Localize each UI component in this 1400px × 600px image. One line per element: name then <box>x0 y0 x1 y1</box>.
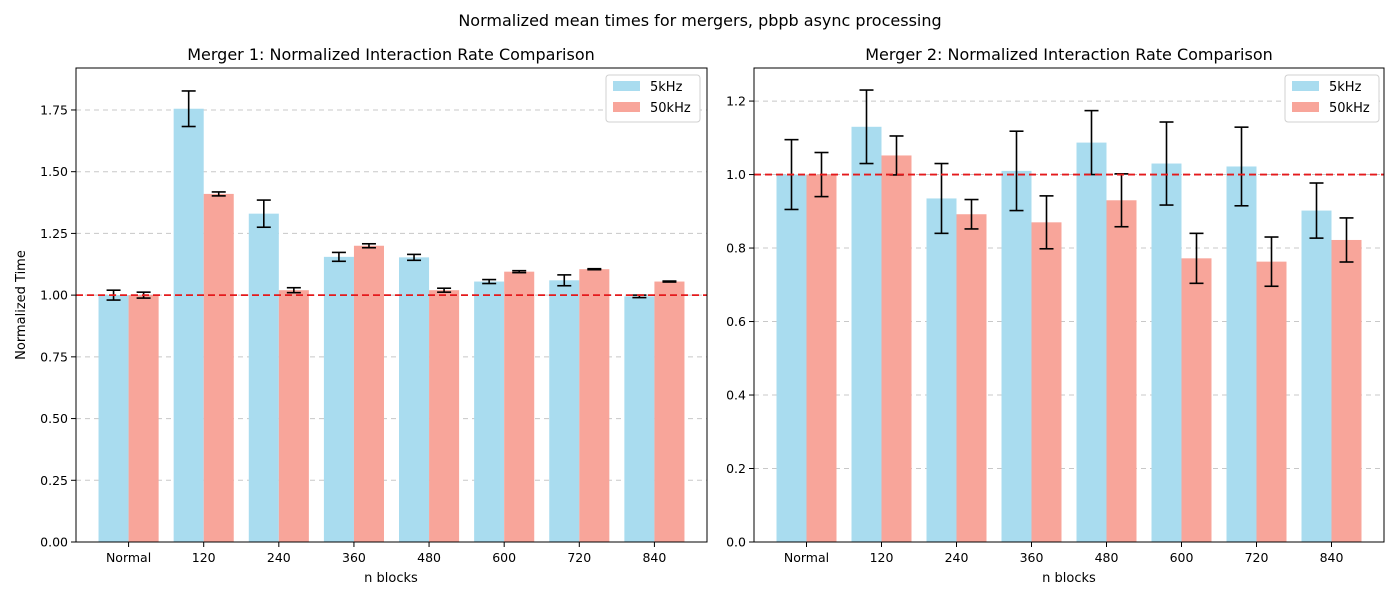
y-tick-label: 0.2 <box>726 461 746 476</box>
bar-5khz <box>1226 166 1257 542</box>
bar-50khz <box>1106 200 1137 543</box>
x-tick-label: 600 <box>492 550 516 565</box>
bar-50khz <box>1031 222 1062 543</box>
legend-label-50khz: 50kHz <box>650 101 691 116</box>
bar-50khz <box>1181 258 1212 542</box>
y-tick-label: 0.75 <box>40 349 68 364</box>
y-tick-label: 0.00 <box>40 535 68 550</box>
bar-5khz <box>1301 210 1332 542</box>
y-tick-label: 0.6 <box>726 314 746 329</box>
legend-label-5khz: 5kHz <box>650 80 683 95</box>
bar-5khz <box>624 296 655 542</box>
legend-swatch-50khz <box>1292 102 1319 112</box>
chart-title: Merger 2: Normalized Interaction Rate Co… <box>865 45 1273 64</box>
x-tick-label: 840 <box>1320 550 1344 565</box>
y-axis-label: Normalized Time <box>14 250 29 360</box>
y-tick-label: 1.2 <box>726 94 746 109</box>
y-tick-label: 0.4 <box>726 388 746 403</box>
x-tick-label: Normal <box>106 550 151 565</box>
bar-5khz <box>549 280 580 542</box>
x-tick-label: 720 <box>1245 550 1269 565</box>
bar-50khz <box>806 174 837 542</box>
bar-50khz <box>128 295 159 542</box>
legend-label-50khz: 50kHz <box>1329 101 1370 116</box>
x-tick-label: 120 <box>870 550 894 565</box>
bar-5khz <box>98 295 129 542</box>
bar-50khz <box>1256 261 1287 542</box>
merger-1-chart: Merger 1: Normalized Interaction Rate Co… <box>14 45 708 586</box>
legend-swatch-50khz <box>613 102 640 112</box>
bar-5khz <box>399 257 430 542</box>
x-tick-label: 480 <box>1095 550 1119 565</box>
bar-5khz <box>1151 163 1182 542</box>
x-axis-label: n blocks <box>364 571 418 586</box>
merger-2-chart: Merger 2: Normalized Interaction Rate Co… <box>726 45 1385 586</box>
x-tick-label: 600 <box>1170 550 1194 565</box>
bar-50khz <box>1331 239 1362 543</box>
bar-50khz <box>278 290 309 542</box>
bar-5khz <box>1076 142 1107 542</box>
bar-5khz <box>926 198 957 542</box>
bar-50khz <box>203 193 234 542</box>
plot-frame <box>753 67 1385 543</box>
bar-5khz <box>474 281 505 542</box>
bar-5khz <box>1001 170 1032 542</box>
x-tick-label: 240 <box>945 550 969 565</box>
bar-50khz <box>504 271 535 542</box>
y-tick-label: 0.50 <box>40 411 68 426</box>
bar-50khz <box>654 281 685 542</box>
x-tick-label: 120 <box>192 550 216 565</box>
bar-50khz <box>579 269 610 542</box>
y-tick-label: 1.0 <box>726 167 746 182</box>
bar-5khz <box>323 256 354 542</box>
bar-50khz <box>429 290 460 542</box>
bar-5khz <box>851 126 882 542</box>
x-tick-label: Normal <box>784 550 829 565</box>
x-axis-label: n blocks <box>1042 571 1096 586</box>
x-tick-label: 240 <box>267 550 291 565</box>
y-tick-label: 1.25 <box>40 226 68 241</box>
y-tick-label: 1.75 <box>40 102 68 117</box>
bar-50khz <box>353 245 384 542</box>
y-tick-label: 0.8 <box>726 241 746 256</box>
bar-5khz <box>776 174 807 542</box>
y-tick-label: 0.25 <box>40 473 68 488</box>
bar-50khz <box>881 155 912 542</box>
x-tick-label: 360 <box>1020 550 1044 565</box>
y-tick-label: 1.50 <box>40 164 68 179</box>
x-tick-label: 360 <box>342 550 366 565</box>
legend-swatch-5khz <box>613 81 640 91</box>
legend: 5kHz 50kHz <box>1284 74 1380 123</box>
y-tick-label: 1.00 <box>40 288 68 303</box>
bar-50khz <box>956 214 987 542</box>
legend: 5kHz 50kHz <box>605 74 701 123</box>
y-tick-label: 0.0 <box>726 535 746 550</box>
chart-title: Merger 1: Normalized Interaction Rate Co… <box>187 45 595 64</box>
x-tick-label: 480 <box>417 550 441 565</box>
legend-swatch-5khz <box>1292 81 1319 91</box>
x-tick-label: 840 <box>642 550 666 565</box>
plot-frame <box>75 67 708 543</box>
figure-suptitle: Normalized mean times for mergers, pbpb … <box>458 11 941 30</box>
legend-label-5khz: 5kHz <box>1329 80 1362 95</box>
bar-5khz <box>173 108 204 542</box>
bar-5khz <box>248 213 279 542</box>
x-tick-label: 720 <box>567 550 591 565</box>
